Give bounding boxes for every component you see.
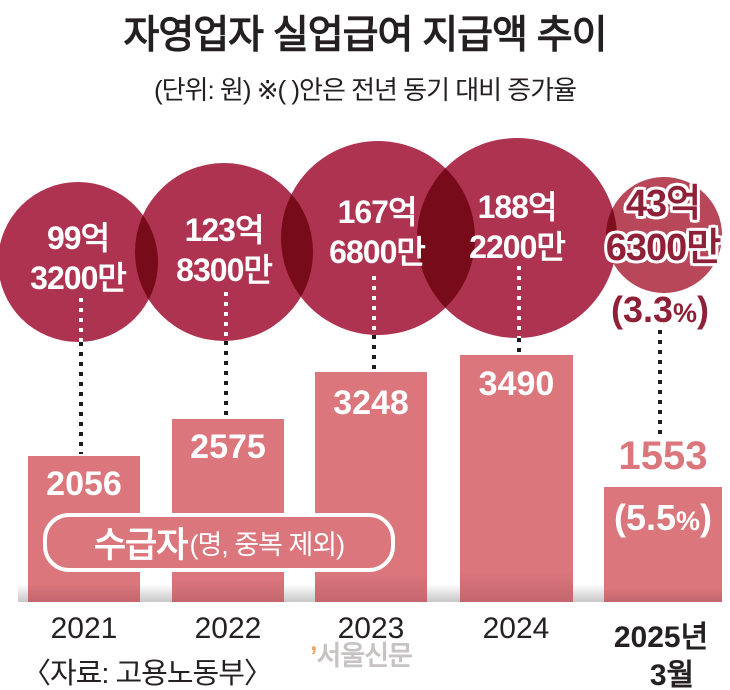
- bubble-label-line1: 123억: [184, 212, 265, 248]
- dotted-connector-white-2021: [79, 298, 83, 342]
- publisher-watermark: ’서울신문: [310, 634, 413, 673]
- dotted-connector-2025: [658, 330, 662, 440]
- dotted-connector-white-2022: [224, 292, 228, 341]
- dotted-connector-white-2023: [372, 276, 376, 335]
- data-source: 〈자료: 고용노동부〉: [22, 658, 273, 690]
- bubble-label-line2: 2200만: [469, 229, 566, 265]
- bubble-label-line1: 188억: [477, 189, 558, 225]
- page-title: 자영업자 실업급여 지급액 추이: [123, 14, 608, 57]
- bubble-label-2021: 99억 3200만: [0, 218, 178, 298]
- bubble-label-line2: 3200만: [30, 260, 127, 296]
- bubble-label-line2: 6800만: [329, 234, 426, 270]
- chart-subtitle: (단위: 원) ※( )안은 전년 동기 대비 증가율: [153, 75, 577, 105]
- bar-value-2022: 2575: [190, 428, 266, 466]
- bubble-label-line1: 167억: [337, 194, 418, 230]
- bar-2025: [604, 487, 722, 602]
- bubble-label-2022: 123억 8300만: [124, 210, 324, 290]
- recipients-legend-badge: 수급자 (명, 중복 제외): [43, 513, 395, 572]
- axis-year-2022: 2022: [194, 612, 262, 645]
- recipients-legend-title: 수급자: [93, 526, 189, 565]
- bubble-label-line2: 8300만: [176, 252, 273, 288]
- axis-month-2025: 3월: [649, 659, 695, 690]
- percent-sign: %: [673, 298, 698, 328]
- bar-value-2024: 3490: [478, 365, 555, 403]
- bar-value-2021: 2056: [46, 465, 122, 503]
- bubble-label-line1: 43억: [625, 183, 701, 225]
- bubble-label-line2: 6300만: [605, 227, 722, 269]
- bubble-2025: [606, 177, 722, 293]
- growth-rate-value: (3.3: [610, 289, 674, 330]
- watermark-text: 서울신문: [316, 641, 413, 671]
- bubble-label-2024: 188억 2200만: [417, 187, 617, 267]
- axis-year-2021: 2021: [50, 612, 118, 645]
- bar-value-2023: 3248: [333, 384, 409, 422]
- axis-year-2025: 2025년: [613, 621, 709, 654]
- axis-year-2024: 2024: [482, 612, 550, 645]
- bubble-label-line1: 99억: [46, 220, 110, 256]
- bubble-label-2023: 167억 6800만: [277, 192, 477, 272]
- watermark-tick-icon: ’: [310, 641, 317, 671]
- dotted-connector-2023: [372, 335, 376, 370]
- bubble-label-2025: 43억 6300만: [563, 182, 730, 270]
- dotted-connector-white-2024: [517, 266, 521, 338]
- growth-rate-paren: ): [700, 497, 713, 538]
- growth-rate-paren: ): [697, 289, 710, 330]
- growth-rate-value: (5.5: [613, 497, 677, 538]
- axis-year-2023: 2023: [337, 612, 405, 645]
- bar-value-2025: 1553: [618, 434, 708, 478]
- dotted-connector-2021: [79, 342, 83, 454]
- growth-rate-amount-2025: (3.3%): [560, 288, 730, 335]
- bar-2024: [460, 355, 573, 602]
- dotted-connector-2024: [517, 338, 521, 353]
- growth-rate-recipients-2025: (5.5%): [604, 498, 722, 541]
- percent-sign: %: [676, 506, 701, 536]
- dotted-connector-2022: [224, 341, 228, 417]
- recipients-legend-unit: (명, 중복 제외): [189, 530, 345, 560]
